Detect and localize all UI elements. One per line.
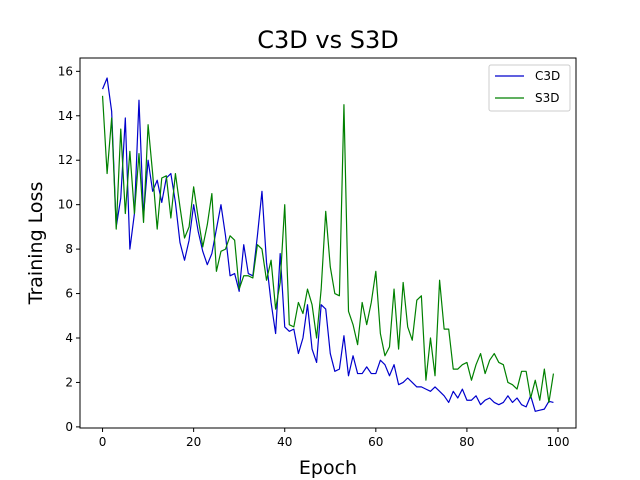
y-tick-label: 10	[58, 198, 73, 212]
y-tick-label: 0	[65, 420, 73, 434]
x-axis-ticks: 0 20 40 60 80 100	[99, 428, 570, 449]
y-tick-label: 6	[65, 287, 73, 301]
y-tick-label: 8	[65, 242, 73, 256]
legend-label-s3d: S3D	[535, 91, 560, 105]
x-tick-label: 0	[99, 435, 107, 449]
x-tick-label: 20	[186, 435, 201, 449]
x-tick-label: 80	[459, 435, 474, 449]
y-tick-label: 12	[58, 153, 73, 167]
plot-frame	[79, 57, 577, 429]
x-axis-label: Epoch	[299, 457, 357, 479]
y-axis-label: Training Loss	[25, 182, 47, 306]
legend: C3D S3D	[488, 64, 571, 112]
y-tick-label: 16	[58, 64, 73, 78]
x-tick-label: 100	[547, 435, 570, 449]
legend-label-c3d: C3D	[535, 69, 560, 83]
x-tick-label: 40	[277, 435, 292, 449]
series-line-c3d	[101, 77, 554, 412]
chart-title: C3D vs S3D	[257, 26, 398, 54]
series-layer	[101, 77, 555, 412]
y-tick-label: 14	[58, 109, 73, 123]
y-tick-label: 2	[65, 375, 73, 389]
series-line-s3d	[101, 95, 555, 404]
x-tick-label: 60	[368, 435, 383, 449]
y-tick-label: 4	[65, 331, 73, 345]
y-axis-ticks: 0 2 4 6 8 10 12 14 16	[58, 64, 80, 434]
